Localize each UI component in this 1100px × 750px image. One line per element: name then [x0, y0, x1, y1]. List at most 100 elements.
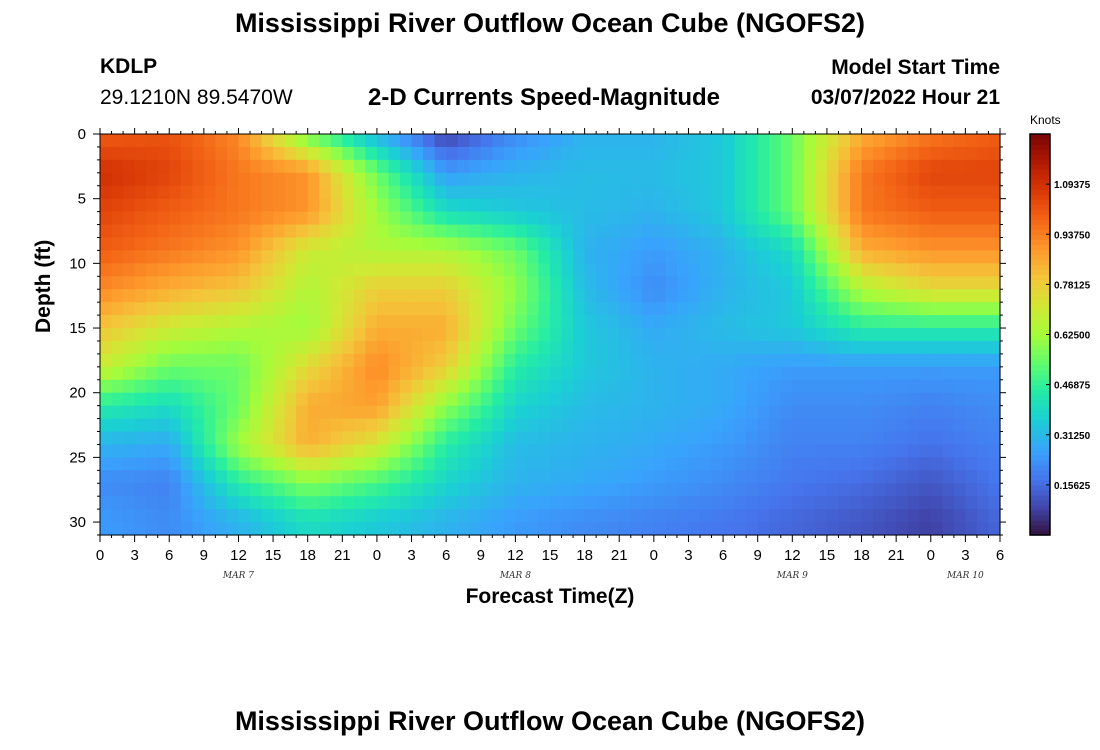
heatmap-cell: [515, 431, 528, 446]
heatmap-cell: [169, 457, 182, 471]
heatmap-cell: [653, 146, 666, 161]
heatmap-cell: [965, 340, 978, 355]
colorbar-swatch: [1030, 299, 1050, 306]
heatmap-cell: [434, 250, 447, 264]
heatmap-cell: [480, 250, 493, 264]
heatmap-cell: [250, 457, 263, 471]
heatmap-cell: [653, 431, 666, 446]
heatmap-cell: [723, 392, 736, 407]
heatmap-cell: [734, 405, 747, 420]
heatmap-cell: [353, 418, 366, 433]
heatmap-cell: [330, 340, 343, 355]
heatmap-cell: [353, 198, 366, 213]
heatmap-cell: [746, 470, 759, 484]
heatmap-cell: [953, 146, 966, 161]
heatmap-cell: [250, 392, 263, 407]
heatmap-cell: [169, 315, 182, 329]
heatmap-cell: [723, 302, 736, 316]
heatmap-cell: [342, 289, 355, 303]
heatmap-cell: [769, 263, 782, 277]
heatmap-cell: [376, 522, 390, 536]
heatmap-cell: [826, 211, 840, 226]
heatmap-cell: [919, 431, 932, 446]
heatmap-cell: [826, 496, 840, 510]
heatmap-cell: [353, 483, 366, 497]
heatmap-cell: [284, 431, 297, 446]
heatmap-cell: [284, 211, 297, 226]
heatmap-cell: [607, 289, 620, 303]
heatmap-cell: [711, 263, 724, 277]
heatmap-cell: [492, 185, 505, 200]
heatmap-cell: [792, 418, 805, 433]
heatmap-cell: [919, 302, 932, 316]
heatmap-cell: [711, 315, 724, 329]
heatmap-cell: [988, 276, 1001, 290]
y-tick-label: 25: [69, 449, 86, 466]
heatmap-cell: [411, 392, 424, 407]
heatmap-cell: [169, 224, 182, 239]
heatmap-cell: [330, 457, 343, 471]
heatmap-cell: [515, 496, 528, 510]
heatmap-cell: [180, 496, 193, 510]
heatmap-cell: [826, 470, 840, 484]
heatmap-cell: [873, 134, 886, 148]
heatmap-cell: [423, 224, 436, 239]
heatmap-cell: [146, 134, 159, 148]
heatmap-cell: [769, 159, 782, 174]
heatmap-cell: [884, 159, 897, 174]
heatmap-cell: [180, 198, 193, 213]
heatmap-cell: [319, 276, 332, 290]
heatmap-cell: [930, 379, 943, 394]
heatmap-cell: [596, 353, 609, 368]
heatmap-cell: [330, 185, 343, 200]
heatmap-cell: [792, 496, 805, 510]
heatmap-cell: [838, 224, 851, 239]
x-tick-label: 6: [996, 547, 1004, 564]
heatmap-cell: [353, 146, 366, 161]
heatmap-cell: [492, 198, 505, 213]
heatmap-cell: [976, 250, 990, 264]
heatmap-cell: [630, 263, 643, 277]
heatmap-cell: [526, 263, 540, 277]
heatmap-cell: [400, 431, 413, 446]
heatmap-cell: [561, 509, 574, 523]
heatmap-cell: [584, 328, 597, 342]
heatmap-cell: [203, 431, 216, 446]
heatmap-cell: [734, 522, 747, 536]
colorbar-swatch: [1030, 379, 1050, 386]
heatmap-cell: [630, 405, 643, 420]
heatmap-cell: [884, 328, 897, 342]
heatmap-cell: [307, 340, 320, 355]
heatmap-cell: [215, 483, 228, 497]
heatmap-cell: [273, 315, 286, 329]
heatmap-cell: [815, 340, 828, 355]
heatmap-cell: [446, 366, 459, 381]
colorbar-swatch: [1030, 424, 1050, 431]
heatmap-cell: [561, 263, 574, 277]
heatmap-cell: [146, 315, 159, 329]
heatmap-cell: [792, 198, 805, 213]
heatmap-cell: [226, 198, 240, 213]
heatmap-cell: [803, 315, 816, 329]
heatmap-cell: [780, 328, 793, 342]
heatmap-cell: [250, 224, 263, 239]
heatmap-cell: [653, 379, 666, 394]
heatmap-cell: [930, 237, 943, 252]
heatmap-cell: [411, 276, 424, 290]
colorbar-title: Knots: [1030, 113, 1061, 127]
heatmap-cell: [965, 509, 978, 523]
x-tick-label: 18: [576, 547, 593, 564]
heatmap-cell: [873, 509, 886, 523]
heatmap-cell: [434, 509, 447, 523]
heatmap-cell: [676, 185, 690, 200]
heatmap-cell: [792, 353, 805, 368]
station-id: KDLP: [100, 55, 158, 78]
heatmap-cell: [665, 340, 678, 355]
heatmap-cell: [538, 172, 551, 187]
heatmap-cell: [896, 418, 909, 433]
heatmap-cell: [319, 237, 332, 252]
heatmap-cell: [111, 522, 124, 536]
heatmap-cell: [353, 185, 366, 200]
heatmap-cell: [919, 509, 932, 523]
heatmap-cell: [861, 159, 874, 174]
